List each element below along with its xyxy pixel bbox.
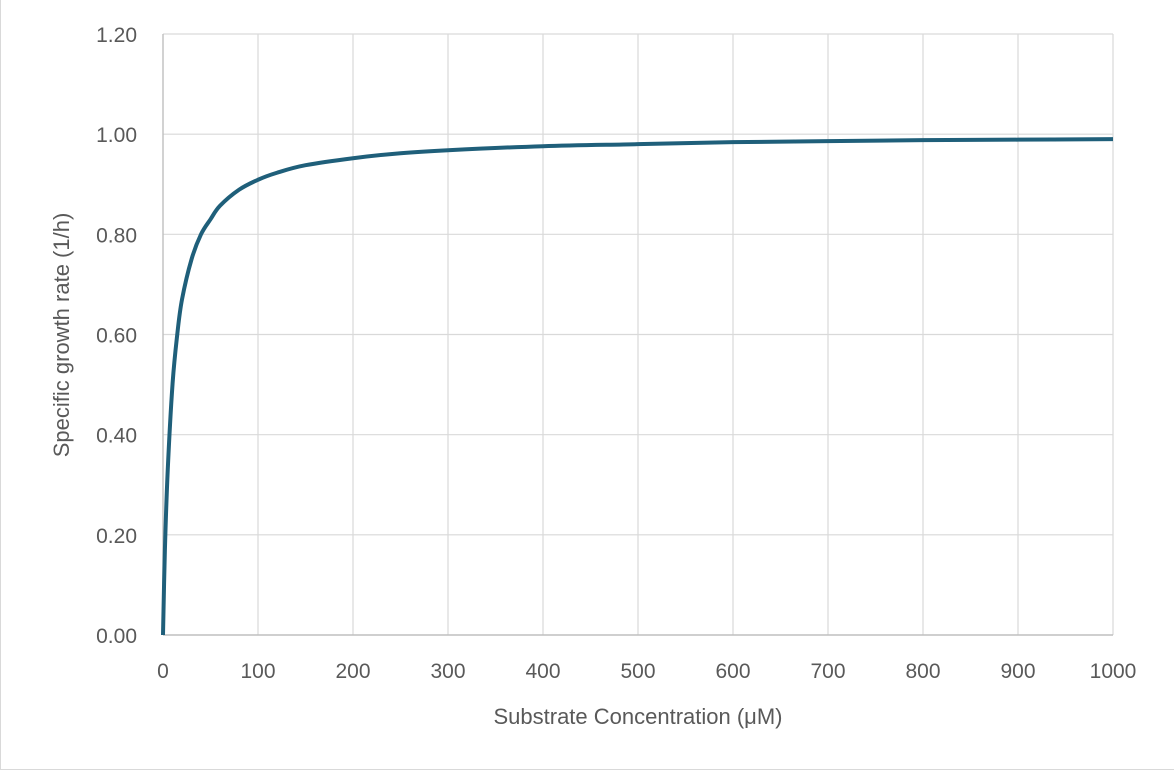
grid-lines: [163, 33, 1114, 635]
x-tick-label: 100: [240, 660, 275, 683]
y-tick-label: 0.80: [96, 224, 137, 247]
series-layer: [161, 137, 1114, 636]
y-axis-title: Specific growth rate (1/h): [49, 213, 74, 458]
x-tick-label: 300: [430, 660, 465, 683]
x-tick-label: 1000: [1090, 660, 1137, 683]
x-tick-label: 400: [525, 660, 560, 683]
x-tick-label: 200: [335, 660, 370, 683]
y-tick-label: 1.00: [96, 124, 137, 147]
x-axis-title: Substrate Concentration (μM): [493, 704, 782, 729]
y-tick-label: 0.40: [96, 425, 137, 448]
tick-labels: 0 100 200 300 400 500 600 700 800 900 1000 0.00 0.20…: [96, 24, 1136, 683]
x-tick-label: 500: [620, 660, 655, 683]
x-tick-label: 800: [905, 660, 940, 683]
x-tick-label: 600: [715, 660, 750, 683]
y-tick-label: 0.00: [96, 625, 137, 648]
axes: [162, 34, 1113, 636]
x-tick-label: 0: [157, 660, 169, 683]
x-tick-label: 700: [810, 660, 845, 683]
y-tick-label: 0.20: [96, 525, 137, 548]
series-line-0: [161, 137, 1114, 636]
y-tick-label: 1.20: [96, 24, 137, 47]
y-tick-label: 0.60: [96, 325, 137, 348]
x-tick-label: 900: [1000, 660, 1035, 683]
